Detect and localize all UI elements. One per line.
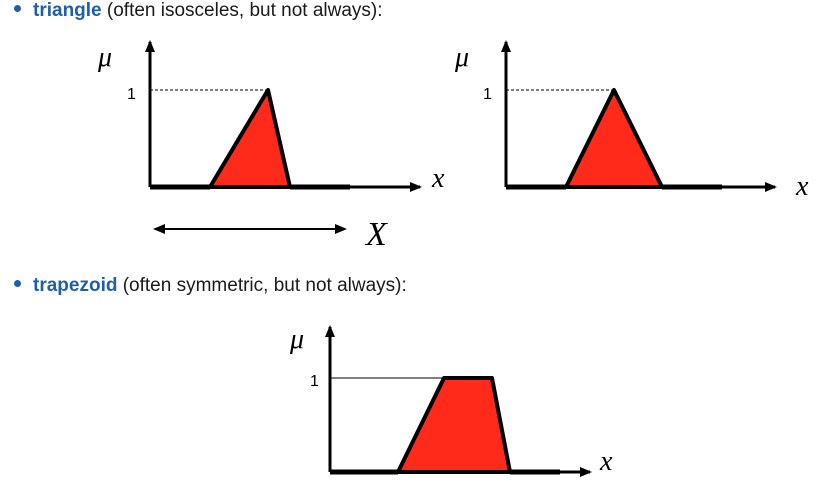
bullet-triangle: triangle (often isosceles, but not alway… <box>14 0 383 22</box>
triangle-shape <box>564 88 664 189</box>
bullet-trapezoid: trapezoid (often symmetric, but not alwa… <box>14 275 407 297</box>
one-label: 1 <box>483 86 492 103</box>
one-label: 1 <box>310 373 319 390</box>
note-triangle: (often isosceles, but not always): <box>101 0 383 21</box>
mu-label: μ <box>97 42 112 73</box>
trapezoid-shape <box>396 376 512 474</box>
mu-label: μ <box>289 324 304 355</box>
diagram-trapezoid: μ 1 x <box>289 324 613 477</box>
bullet-dot-icon <box>14 280 21 288</box>
x-label: x <box>599 446 613 477</box>
one-label: 1 <box>127 86 136 103</box>
universe-label: X <box>364 216 388 253</box>
term-trapezoid: trapezoid <box>33 275 118 296</box>
diagram-triangle-left: μ 1 x X <box>97 40 445 253</box>
x-label: x <box>795 171 809 202</box>
term-triangle: triangle <box>33 0 102 21</box>
bullet-dot-icon <box>14 5 21 13</box>
mu-label: μ <box>454 42 469 73</box>
diagram-triangle-right: μ 1 x <box>454 40 809 202</box>
triangle-shape <box>208 88 292 189</box>
x-label: x <box>431 163 445 194</box>
note-trapezoid: (often symmetric, but not always): <box>117 275 407 296</box>
